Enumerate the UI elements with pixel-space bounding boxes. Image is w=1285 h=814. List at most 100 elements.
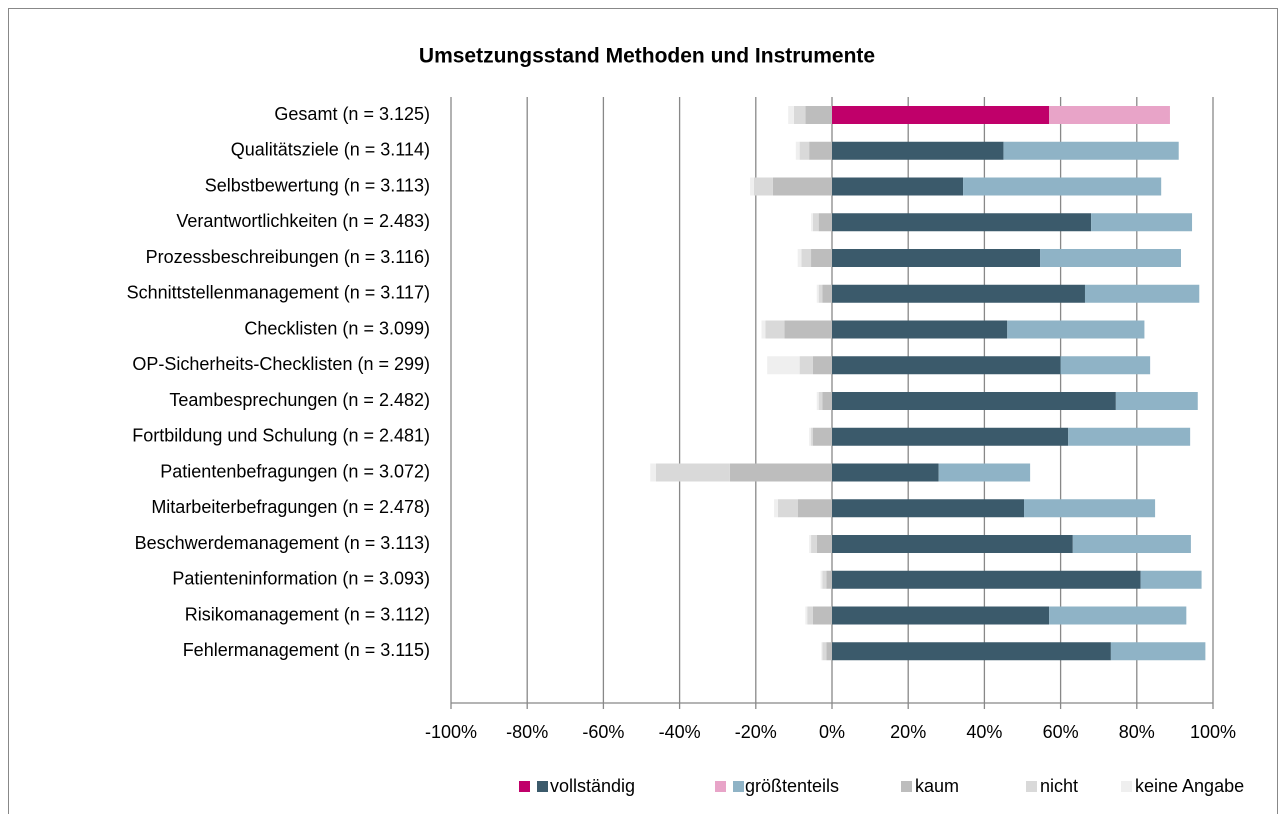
bar-segment — [816, 284, 819, 303]
bar-segment — [812, 427, 832, 446]
bar-segment — [1024, 499, 1156, 518]
legend-label: größtenteils — [745, 776, 839, 796]
bar-segment — [1091, 213, 1193, 232]
bar-segment — [822, 284, 832, 303]
bar-segment — [826, 570, 832, 589]
bar-segment — [821, 642, 823, 661]
y-tick-label: Fortbildung und Schulung (n = 2.481) — [132, 426, 430, 446]
bar-segment — [826, 642, 832, 661]
bar-segment — [777, 499, 798, 518]
bar-segment — [822, 570, 827, 589]
bar-segment — [938, 463, 1031, 482]
legend-label: keine Angabe — [1135, 776, 1244, 796]
bar-segment — [797, 249, 802, 267]
y-tick-label: OP-Sicherheits-Checklisten (n = 299) — [132, 354, 430, 374]
legend-label: vollständig — [550, 776, 635, 796]
bar-segment — [1040, 249, 1181, 267]
bar-segment — [750, 177, 754, 196]
bar-segment — [1007, 320, 1145, 339]
bar-segment — [1003, 141, 1179, 160]
x-tick-label: -40% — [659, 722, 701, 742]
bar-segment — [832, 141, 1004, 160]
legend-swatch — [1121, 781, 1132, 792]
bar-segment — [772, 177, 832, 196]
bar-segment — [812, 606, 832, 625]
bar-segment — [767, 356, 800, 375]
bar-segment — [809, 141, 832, 160]
bar-segment — [1068, 427, 1191, 446]
bar-segment — [818, 213, 832, 232]
legend-swatch — [519, 781, 530, 792]
bar-segment — [832, 535, 1073, 553]
y-tick-label: Selbstbewertung (n = 3.113) — [205, 175, 430, 195]
legend-swatch — [715, 781, 726, 792]
x-tick-label: -80% — [506, 722, 548, 742]
bar-segment — [809, 427, 812, 446]
bar-segment — [650, 463, 656, 482]
bar-segment — [795, 141, 800, 160]
y-tick-label: Beschwerdemanagement (n = 3.113) — [135, 533, 430, 553]
x-tick-label: 0% — [819, 722, 845, 742]
bar-segment — [832, 463, 939, 482]
bar-segment — [1110, 642, 1206, 661]
y-tick-label: Teambesprechungen (n = 2.482) — [169, 390, 430, 410]
y-tick-label: Qualitätsziele (n = 3.114) — [231, 140, 430, 160]
bar-segment — [765, 320, 785, 339]
chart-border — [8, 8, 1278, 814]
bar-segment — [807, 606, 813, 625]
bar-segment — [832, 284, 1085, 303]
bar-segment — [832, 106, 1050, 124]
y-tick-label: Mitarbeiterbefragungen (n = 2.478) — [151, 497, 430, 517]
bar-segment — [811, 427, 813, 446]
bar-segment — [963, 177, 1162, 196]
y-tick-label: Risikomanagement (n = 3.112) — [185, 604, 430, 624]
x-tick-label: 40% — [966, 722, 1002, 742]
bar-segment — [818, 392, 823, 410]
bar-segment — [729, 463, 832, 482]
bar-segment — [811, 213, 813, 232]
bar-segment — [1049, 106, 1170, 124]
bar-segment — [797, 499, 832, 518]
y-tick-label: Gesamt (n = 3.125) — [274, 104, 430, 124]
y-tick-label: Patienteninformation (n = 3.093) — [172, 569, 430, 589]
bar-segment — [1084, 284, 1200, 303]
legend-label: nicht — [1040, 776, 1078, 796]
x-tick-label: 60% — [1043, 722, 1079, 742]
bar-segment — [1060, 356, 1151, 375]
bar-segment — [801, 249, 812, 267]
bar-segment — [812, 356, 832, 375]
x-tick-label: -20% — [735, 722, 777, 742]
legend-swatch — [733, 781, 744, 792]
y-tick-label: Schnittstellenmanagement (n = 3.117) — [127, 283, 430, 303]
bar-segment — [832, 427, 1069, 446]
bar-segment — [832, 499, 1025, 518]
bar-segment — [799, 356, 813, 375]
legend-swatch — [1026, 781, 1037, 792]
x-tick-label: -100% — [425, 722, 477, 742]
bar-segment — [774, 499, 778, 518]
bar-segment — [655, 463, 730, 482]
bar-segment — [816, 535, 832, 553]
y-tick-label: Verantwortlichkeiten (n = 2.483) — [176, 211, 430, 231]
bar-segment — [812, 213, 819, 232]
bar-segment — [832, 177, 964, 196]
bar-segment — [799, 141, 810, 160]
bar-segment — [816, 392, 819, 410]
bar-segment — [805, 106, 832, 124]
bar-segment — [820, 570, 823, 589]
bar-segment — [1140, 570, 1202, 589]
bar-segment — [832, 213, 1092, 232]
bar-segment — [793, 106, 806, 124]
bar-segment — [1115, 392, 1198, 410]
bar-segment — [809, 535, 812, 553]
bar-segment — [805, 606, 808, 625]
bar-segment — [818, 284, 823, 303]
bar-segment — [832, 356, 1061, 375]
legend-label: kaum — [915, 776, 959, 796]
x-tick-label: 100% — [1190, 722, 1236, 742]
bar-segment — [753, 177, 773, 196]
bar-segment — [788, 106, 794, 124]
bar-segment — [811, 535, 817, 553]
y-tick-label: Patientenbefragungen (n = 3.072) — [160, 461, 430, 481]
